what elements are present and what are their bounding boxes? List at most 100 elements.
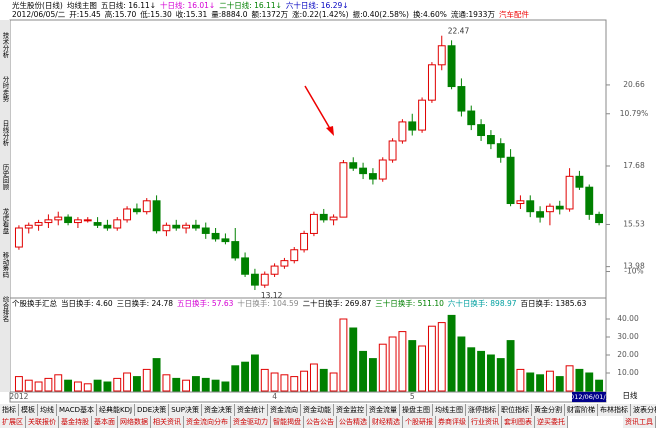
- tab[interactable]: 资金决策: [202, 404, 236, 416]
- volume-bar: [447, 314, 456, 392]
- volume-bar: [300, 370, 309, 392]
- volume-bar: [349, 327, 358, 392]
- tab[interactable]: 智能揭盘: [271, 416, 304, 428]
- candle-body: [103, 224, 112, 229]
- quote-info-item: 开:15.45: [69, 10, 101, 19]
- tab[interactable]: 财富阶梯: [565, 404, 599, 416]
- candle-body: [93, 222, 102, 226]
- candle-body: [162, 224, 171, 232]
- candle-body: [64, 216, 73, 224]
- tab[interactable]: 资金驱动力: [231, 416, 271, 428]
- candle-body: [54, 216, 63, 221]
- extreme-label: 13.12: [261, 291, 283, 300]
- candle-body: [250, 273, 259, 286]
- tab[interactable]: 公告精选: [337, 416, 370, 428]
- tab[interactable]: 套利图表: [502, 416, 535, 428]
- tab[interactable]: 黄金分割: [532, 404, 566, 416]
- tab[interactable]: 财经精选: [370, 416, 403, 428]
- left-tabs-bg: [0, 20, 10, 392]
- candle-body: [359, 167, 368, 175]
- ma-legend-item: 十日线: 16.01↓: [160, 0, 215, 10]
- tools-tab[interactable]: 资讯工具: [623, 416, 656, 428]
- volume-bar: [319, 368, 328, 392]
- tab[interactable]: 资金统计: [235, 404, 269, 416]
- tab[interactable]: SUP决策: [169, 404, 203, 416]
- tab[interactable]: 资金流向: [268, 404, 302, 416]
- tab[interactable]: 模板: [19, 404, 38, 416]
- volume-bar: [221, 381, 230, 392]
- tab[interactable]: 基金持股: [59, 416, 92, 428]
- tab[interactable]: 指标: [0, 404, 19, 416]
- quote-info-item: 涨:0.22(1.42%): [292, 9, 348, 19]
- tab[interactable]: 职位指标: [499, 404, 533, 416]
- volume-bar: [241, 361, 250, 392]
- volume-bar: [555, 376, 564, 392]
- volume-bar: [142, 368, 151, 392]
- volume-bar: [83, 383, 92, 392]
- volume-bar: [280, 374, 289, 392]
- volume-bar: [516, 368, 525, 392]
- chart: 日线 2012/06/01/五 光生股份(日线) 均线主图 五日线: 16.11↓ 十…: [0, 0, 649, 403]
- volume-bar: [250, 354, 259, 392]
- candle-body: [565, 175, 574, 210]
- tab[interactable]: 布林指标: [598, 404, 632, 416]
- candle-body: [506, 156, 515, 205]
- tab[interactable]: 基本面: [92, 416, 118, 428]
- tab[interactable]: 均线: [38, 404, 57, 416]
- y-tick-label: 10.79%: [620, 109, 649, 118]
- candle-body: [545, 205, 554, 213]
- candle-body: [290, 249, 299, 262]
- volume-bar: [575, 368, 584, 392]
- candle-body: [280, 260, 289, 267]
- candle-body: [152, 200, 161, 232]
- volume-bar: [14, 376, 23, 392]
- extreme-label: 22.47: [448, 27, 470, 36]
- y-tick-label: 20.66: [623, 80, 645, 89]
- candle-body: [182, 224, 191, 229]
- turnover-legend-item: 百日换手: 1385.63: [521, 298, 587, 308]
- tab[interactable]: DDE决策: [135, 404, 170, 416]
- tab[interactable]: 相关资讯: [151, 416, 184, 428]
- left-tab: 综合排名: [1, 295, 9, 324]
- tab[interactable]: 行业资讯: [469, 416, 502, 428]
- tab[interactable]: 个股研报: [403, 416, 436, 428]
- tab[interactable]: 资金流量: [367, 404, 401, 416]
- candle-body: [211, 232, 220, 240]
- tab[interactable]: 扩展区: [0, 416, 26, 428]
- tab[interactable]: 经典能KDJ: [96, 404, 136, 416]
- tabs-row2: 扩展区 关联报价 基金持股 基本面 网络数据 相关资讯 资金流向分布 资金驱动力 智能揭盘 公告公…: [0, 416, 656, 428]
- volume-bar: [585, 372, 594, 392]
- volume-bar: [24, 379, 33, 392]
- tab[interactable]: 券商评级: [436, 416, 469, 428]
- tab[interactable]: 操盘主图: [400, 404, 434, 416]
- tab[interactable]: 波表分析: [631, 404, 656, 416]
- quote-info-item: 流通:1933万: [451, 9, 496, 19]
- tab[interactable]: 公告公告: [304, 416, 337, 428]
- ma-legend-item: 光生股份(日线): [12, 0, 63, 10]
- tab[interactable]: 资金监控: [334, 404, 368, 416]
- tab[interactable]: 逆买委托: [535, 416, 568, 428]
- volume-bar: [113, 377, 122, 392]
- tab[interactable]: 资金流向分布: [184, 416, 231, 428]
- tab[interactable]: 网络数据: [118, 416, 151, 428]
- volume-bar: [54, 374, 63, 392]
- candle-body: [44, 219, 53, 224]
- tab[interactable]: MACD基本: [57, 404, 97, 416]
- quote-info-item: 收:15.31: [176, 9, 208, 19]
- volume-bar: [467, 347, 476, 392]
- volume-bar: [378, 343, 387, 392]
- volume-bar: [506, 340, 515, 392]
- turnover-legend: 个股换手汇总 当日换手: 4.60 三日换手: 24.78 五日换手: 57.63 十日…: [12, 298, 587, 308]
- arrow: [304, 85, 333, 133]
- volume-bar: [73, 381, 82, 392]
- candle-body: [585, 186, 594, 215]
- tab[interactable]: 均线主图: [433, 404, 467, 416]
- volume-bar: [536, 374, 545, 392]
- tab[interactable]: 资金动能: [301, 404, 335, 416]
- tab[interactable]: 涨停指标: [466, 404, 500, 416]
- volume-bar: [368, 358, 377, 392]
- y-tick-label: 10.00: [617, 368, 639, 377]
- tab[interactable]: 关联报价: [26, 416, 59, 428]
- volume-bar: [486, 354, 495, 392]
- volume-bar: [477, 350, 486, 392]
